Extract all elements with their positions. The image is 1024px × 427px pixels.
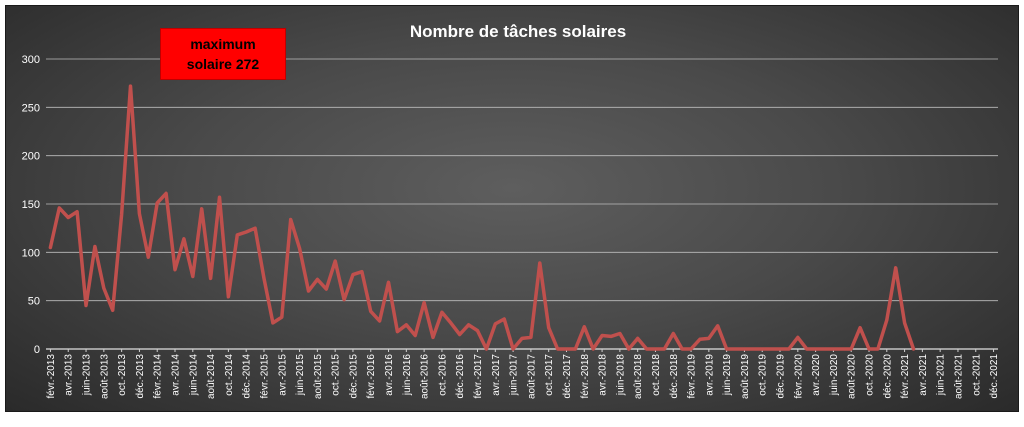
x-tick-label: déc.-2019 [776,354,787,399]
x-tick-label: avr.-2015 [277,354,288,396]
x-tick-label: août-2014 [206,354,217,399]
x-tick-label: oct.-2014 [224,354,235,396]
x-tick-label: août-2021 [953,354,964,399]
x-tick-label: févr.-2016 [366,354,377,399]
y-tick-label: 50 [28,296,40,308]
sunspot-series-line [48,84,916,351]
x-tick-label: févr.-2015 [259,354,270,399]
x-tick-label: févr.-2018 [580,354,591,399]
x-tick-label: août-2020 [847,354,858,399]
x-tick-label: oct.-2016 [437,354,448,396]
x-tick-label: août-2015 [313,354,324,399]
x-tick-label: oct.-2020 [864,354,875,396]
x-tick-label: août-2013 [99,354,110,399]
x-tick-label: févr.-2020 [793,354,804,399]
x-tick-label: déc.-2020 [882,354,893,399]
line-chart: Nombre de tâches solaires 0 50 100 150 200 25… [22,22,1000,399]
x-tick-label: août-2019 [740,354,751,399]
x-tick-label: juin-2021 [936,354,947,397]
x-tick-label: juin-2018 [615,354,626,397]
x-tick-label: avr.-2021 [918,354,929,396]
x-tick-label: juin-2019 [722,354,733,397]
x-tick-label: juin-2013 [82,354,93,397]
x-tick-label: avr.-2016 [384,354,395,396]
x-tick-label: avr.-2013 [64,354,75,396]
annotation-line1: maximum [190,36,256,52]
x-tick-label: juin-2015 [295,354,306,397]
annotation-line2: solaire 272 [186,56,260,72]
y-tick-label: 100 [22,247,40,259]
x-tick-label: févr.-2021 [900,354,911,399]
y-tick-label: 300 [22,54,40,66]
x-tick-label: oct.-2017 [544,354,555,396]
x-tick-label: avr.-2020 [811,354,822,396]
x-tick-label: déc.-2014 [242,354,253,399]
x-tick-label: oct.-2021 [971,354,982,396]
chart-area: Nombre de tâches solaires 0 50 100 150 200 25… [5,5,1019,412]
x-tick-label: avr.-2019 [704,354,715,396]
y-tick-label: 250 [22,102,40,114]
y-tick-label: 200 [22,151,40,163]
x-tick-label: août-2017 [526,354,537,399]
x-tick-label: août-2016 [420,354,431,399]
x-tick-label: févr.-2017 [473,354,484,399]
maximum-annotation: maximum solaire 272 [160,28,286,80]
chart-title: Nombre de tâches solaires [410,22,626,41]
x-tick-label: déc.-2013 [135,354,146,399]
x-tick-label: déc.-2017 [562,354,573,399]
x-tick-label: déc.-2015 [348,354,359,399]
x-tick-label: févr.-2014 [153,354,164,399]
x-tick-label: juin-2016 [402,354,413,397]
x-tick-label: déc.-2021 [989,354,1000,399]
x-tick-label: févr.-2013 [46,354,57,399]
x-tick-label: juin-2014 [188,354,199,397]
x-tick-label: oct.-2013 [117,354,128,396]
x-tick-label: déc.-2018 [669,354,680,399]
x-tick-label: oct.-2015 [331,354,342,396]
x-tick-label: oct.-2018 [651,354,662,396]
x-tick-label: févr.-2019 [687,354,698,399]
x-tick-label: avr.-2014 [171,354,182,396]
x-tick-label: avr.-2017 [491,354,502,396]
x-tick-label: déc.-2016 [455,354,466,399]
x-tick-label: oct.-2019 [758,354,769,396]
x-tick-label: août-2018 [633,354,644,399]
y-tick-label: 0 [34,344,40,356]
x-tick-label: avr.-2018 [598,354,609,396]
x-tick-label: juin-2020 [829,354,840,397]
y-tick-label: 150 [22,199,40,211]
x-tick-label: juin-2017 [509,354,520,397]
